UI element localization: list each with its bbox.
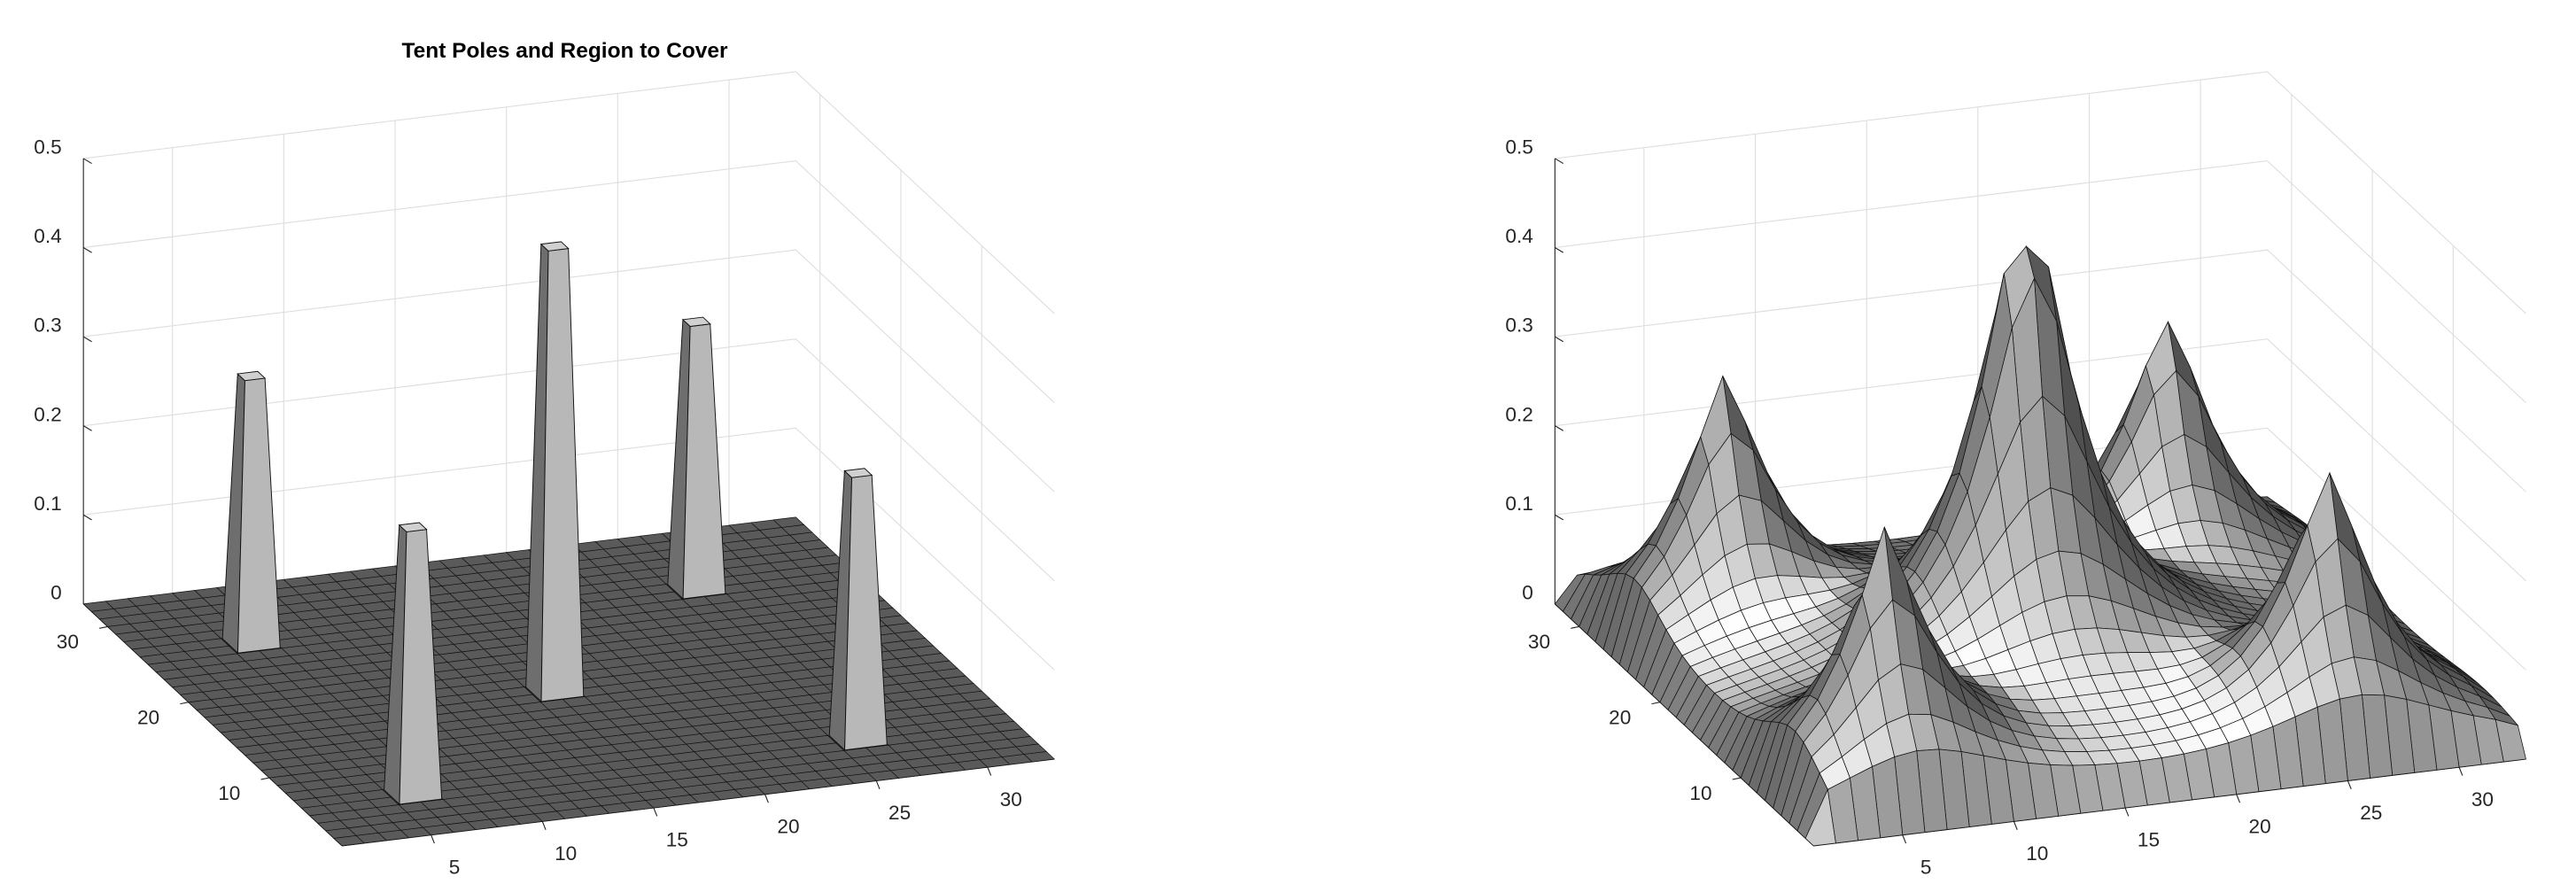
y-tick-label: 30 [1528,631,1550,653]
surface-face [1804,788,1836,847]
figure-content: Tent Poles and Region to Cover 0 0.1 0.2 0.3… [34,39,2526,878]
chart-panel: 0 0.1 0.2 0.3 0.4 0.5 5 10 15 20 25 30 10 20 30 [1505,71,2526,878]
tick-mark [1555,336,1564,343]
floor-cell [772,516,805,528]
tent-surface [1554,244,2526,847]
pole [221,370,281,655]
grid-line [83,71,1055,314]
tick-mark [260,777,270,780]
y-tick-label: 30 [57,631,79,653]
tick-mark [1555,158,1564,165]
x-tick-label: 30 [1000,788,1022,811]
z-tick-label: 0 [50,581,62,603]
x-tick-label: 15 [2138,829,2160,851]
pole-face [540,248,585,702]
tick-mark [653,807,658,817]
y-tick-label: 20 [137,707,159,729]
z-tick-label: 0.3 [34,314,61,337]
x-tick-label: 30 [2471,788,2494,811]
z-tick-label: 0.5 [34,136,61,159]
tick-mark [180,702,189,705]
x-tick-label: 10 [555,842,577,865]
z-tick-label: 0.2 [34,403,61,425]
z-tick-label: 0.4 [1505,225,1532,247]
z-tick-label: 0.4 [34,225,61,247]
x-tick-label: 5 [449,856,461,878]
tick-mark [1902,834,1907,844]
x-tick-label: 15 [666,829,688,851]
x-tick-label: 10 [2026,842,2048,865]
tick-mark [2458,766,2463,776]
z-tick-label: 0 [1522,581,1533,603]
tick-mark [1732,777,1742,780]
tick-mark [1571,625,1579,629]
pole [525,241,585,703]
chart-panel: Tent Poles and Region to Cover 0 0.1 0.2 0.3… [34,39,1056,878]
pole [667,316,726,601]
tick-mark [82,425,92,431]
tick-mark [431,834,435,844]
grid-line [1555,249,2526,493]
tick-mark [875,780,881,790]
pole-face [682,323,726,600]
grid-line [1555,427,2526,671]
pole-face [843,468,873,478]
x-tick-label: 20 [777,815,799,837]
tick-mark [82,158,92,165]
z-tick-label: 0.2 [1505,403,1532,425]
tick-mark [1555,514,1564,521]
grid-line [1555,71,2526,314]
tick-mark [987,766,992,776]
tick-mark [764,794,769,803]
grid-line [83,249,1055,493]
tick-mark [82,247,92,253]
tick-mark [541,821,547,830]
tick-mark [99,625,108,629]
pole [828,468,888,751]
tick-mark [1555,425,1564,431]
chart-title: Tent Poles and Region to Cover [402,39,728,63]
y-tick-label: 20 [1609,707,1631,729]
tick-mark [2236,794,2241,803]
tick-mark [2347,780,2352,790]
x-tick-label: 25 [2360,802,2382,824]
grid-line [83,159,1055,404]
y-tick-label: 10 [1689,782,1711,804]
z-tick-label: 0.3 [1505,314,1532,337]
tick-mark [82,336,92,343]
pole-face [398,522,428,532]
pole-face [237,377,281,654]
pole [384,522,443,805]
grid-line [1555,159,2526,404]
grid-line [83,338,1055,582]
tick-mark [2013,821,2018,830]
tick-mark [1651,702,1661,705]
grid-line [83,427,1055,671]
pole-face [237,370,267,382]
pole-face [539,241,570,252]
tick-mark [82,514,92,521]
tick-mark [2124,807,2130,817]
z-tick-label: 0.5 [1505,136,1532,159]
z-tick-label: 0.1 [1505,493,1532,515]
pole-face [681,316,711,327]
x-tick-label: 5 [1920,856,1932,878]
y-tick-label: 10 [218,782,240,804]
x-tick-label: 25 [888,802,911,824]
tick-mark [1555,247,1564,253]
z-tick-label: 0.1 [34,493,61,515]
grid-line [1555,338,2526,582]
x-tick-label: 20 [2249,815,2271,837]
